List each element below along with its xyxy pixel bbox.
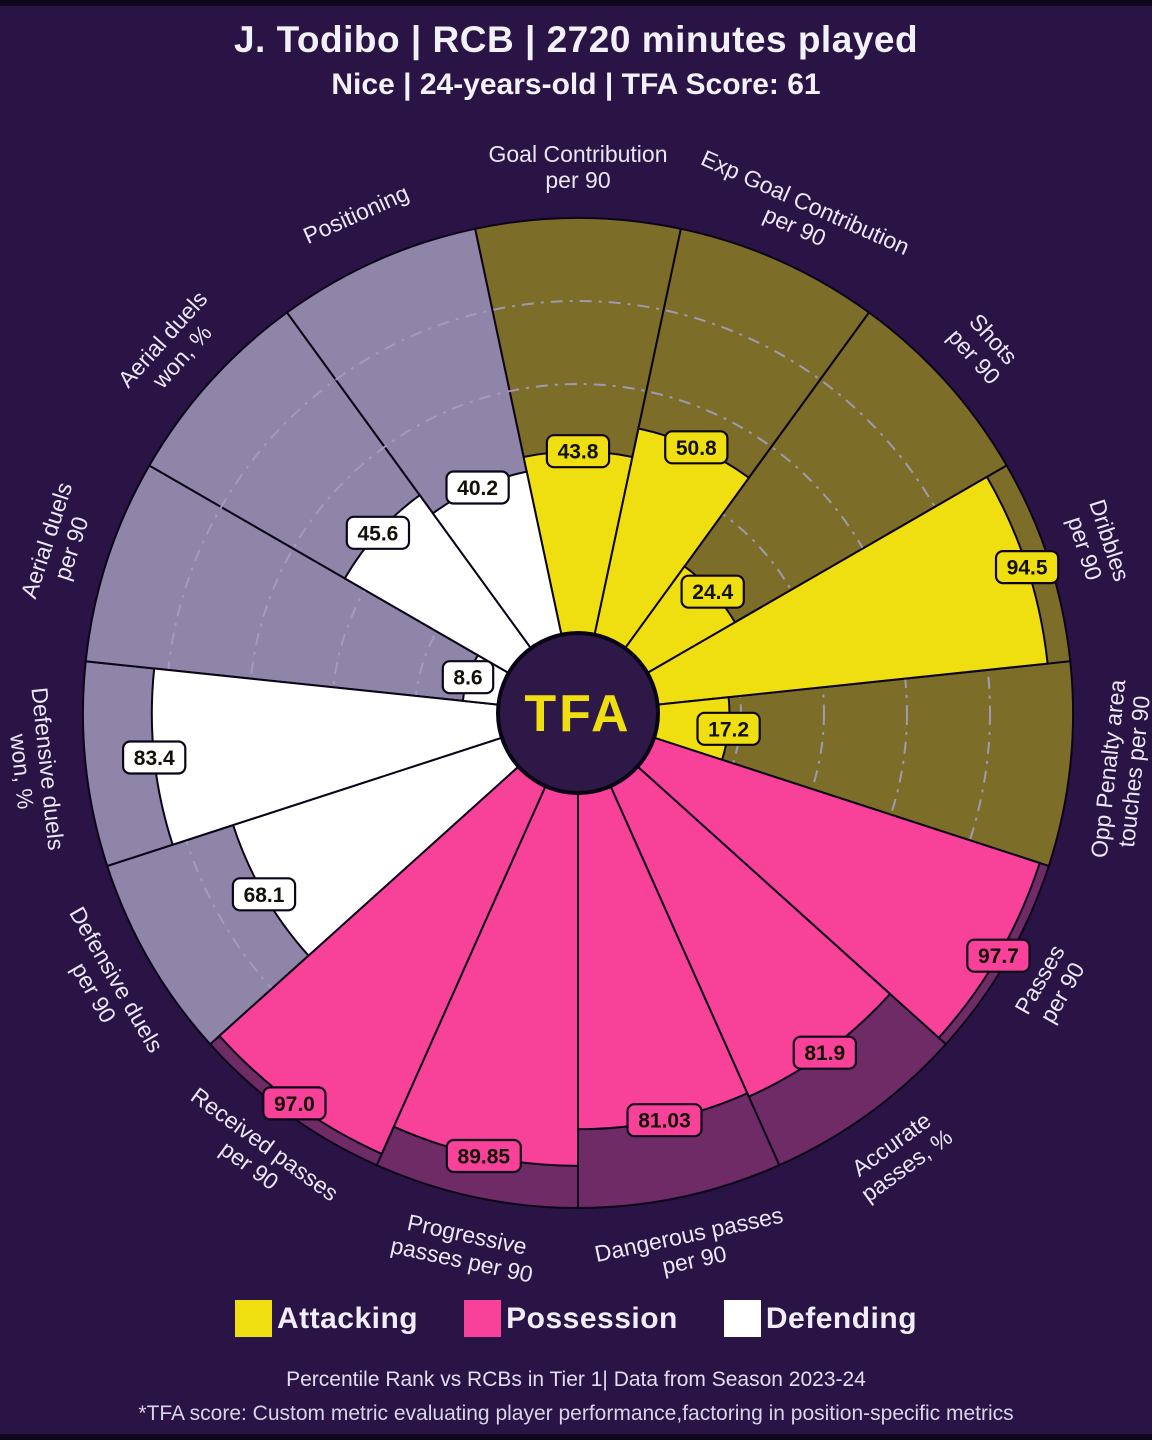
value-label-shots-per-90: 24.4 bbox=[680, 574, 745, 609]
legend-item-possession: Possession bbox=[464, 1300, 678, 1337]
defending-swatch-icon bbox=[723, 1300, 761, 1337]
svg-text:83.4: 83.4 bbox=[134, 747, 175, 770]
legend-label-attacking: Attacking bbox=[276, 1301, 419, 1335]
svg-text:Opp Penalty areatouches per 90: Opp Penalty areatouches per 90 bbox=[1086, 678, 1152, 862]
svg-text:97.7: 97.7 bbox=[978, 945, 1019, 968]
value-label-aerial-duels-per-90: 8.6 bbox=[441, 660, 495, 695]
svg-text:68.1: 68.1 bbox=[244, 884, 285, 907]
chart-legend: Attacking Possession Defending bbox=[0, 1300, 1152, 1337]
svg-text:Progressivepasses per 90: Progressivepasses per 90 bbox=[388, 1207, 540, 1288]
bottom-edge-strip bbox=[0, 1434, 1152, 1440]
data-context-line: Percentile Rank vs RCBs in Tier 1| Data … bbox=[286, 1368, 866, 1391]
svg-text:8.6: 8.6 bbox=[453, 667, 482, 690]
attacking-swatch-icon bbox=[234, 1300, 272, 1337]
svg-text:Positioning: Positioning bbox=[299, 179, 412, 249]
svg-text:Goal Contributionper 90: Goal Contribution per 90 bbox=[489, 141, 668, 193]
value-label-progressive-passes-per-90: 89.85 bbox=[445, 1138, 522, 1174]
tfa-logo: TFA bbox=[524, 685, 631, 743]
top-edge-strip bbox=[0, 0, 1152, 6]
value-label-passes-per-90: 97.7 bbox=[966, 938, 1031, 973]
category-label-shots-per-90: Shotsper 90 bbox=[943, 306, 1025, 389]
svg-text:89.85: 89.85 bbox=[458, 1146, 511, 1169]
svg-text:81.03: 81.03 bbox=[638, 1110, 691, 1133]
page-title: J. Todibo | RCB | 2720 minutes played bbox=[233, 19, 919, 60]
category-label-dangerous-passes-per-90: Dangerous passesper 90 bbox=[592, 1202, 790, 1293]
svg-text:45.6: 45.6 bbox=[357, 522, 398, 545]
svg-text:81.9: 81.9 bbox=[804, 1042, 845, 1065]
category-label-goal-contribution-per-90: Goal Contribution per 90 bbox=[489, 141, 668, 193]
value-label-aerial-duels-won: 45.6 bbox=[345, 515, 411, 550]
value-label-accurate-passes: 81.9 bbox=[792, 1035, 857, 1070]
value-label-goal-contribution-per-90: 43.8 bbox=[545, 434, 611, 469]
svg-text:94.5: 94.5 bbox=[1007, 557, 1048, 580]
legend-label-possession: Possession bbox=[506, 1301, 678, 1335]
possession-swatch-icon bbox=[464, 1300, 502, 1337]
value-label-defensive-duels-won: 83.4 bbox=[121, 740, 187, 775]
legend-label-defending: Defending bbox=[765, 1301, 918, 1335]
value-label-dribbles-per-90: 94.5 bbox=[994, 549, 1060, 585]
svg-text:24.4: 24.4 bbox=[692, 581, 733, 604]
value-label-dangerous-passes-per-90: 81.03 bbox=[626, 1103, 703, 1138]
legend-item-attacking: Attacking bbox=[234, 1300, 419, 1337]
value-boxes: 43.8 50.8 24.4 94.5 17.2 97.7 81.9 81.03 89.85 97… bbox=[121, 430, 1060, 1174]
category-label-defensive-duels-won: Defensive duelswon, % bbox=[1, 686, 70, 854]
value-label-opp-penalty-area-touches-per-90: 17.2 bbox=[696, 711, 761, 746]
center-circle bbox=[496, 631, 660, 795]
value-label-defensive-duels-per-90: 68.1 bbox=[231, 877, 297, 912]
svg-text:Shotsper 90: Shotsper 90 bbox=[943, 306, 1025, 389]
svg-text:43.8: 43.8 bbox=[558, 441, 599, 464]
category-label-opp-penalty-area-touches-per-90: Opp Penalty areatouches per 90 bbox=[1086, 678, 1152, 862]
svg-text:50.8: 50.8 bbox=[676, 437, 717, 460]
category-label-progressive-passes-per-90: Progressivepasses per 90 bbox=[388, 1207, 540, 1288]
value-label-positioning: 40.2 bbox=[445, 470, 510, 505]
svg-text:40.2: 40.2 bbox=[457, 477, 498, 500]
value-label-received-passes-per-90: 97.0 bbox=[262, 1086, 327, 1121]
page-subtitle: Nice | 24-years-old | TFA Score: 61 bbox=[331, 68, 821, 102]
svg-text:Defensive duelswon, %: Defensive duelswon, % bbox=[1, 686, 70, 854]
tfa-score-footnote: *TFA score: Custom metric evaluating pla… bbox=[138, 1402, 1014, 1425]
svg-text:Aerial duelsper 90: Aerial duelsper 90 bbox=[15, 479, 102, 609]
legend-item-defending: Defending bbox=[723, 1300, 918, 1337]
category-label-aerial-duels-per-90: Aerial duelsper 90 bbox=[15, 479, 102, 609]
category-label-dribbles-per-90: Dribblesper 90 bbox=[1060, 496, 1136, 592]
header: J. Todibo | RCB | 2720 minutes played Ni… bbox=[0, 18, 1152, 102]
grid-ring-60 bbox=[248, 383, 908, 1043]
value-label-exp-goal-contribution-per-90: 50.8 bbox=[664, 430, 729, 465]
svg-text:17.2: 17.2 bbox=[708, 718, 749, 741]
category-label-positioning: Positioning bbox=[299, 179, 412, 249]
svg-text:97.0: 97.0 bbox=[274, 1093, 315, 1116]
svg-text:Dribblesper 90: Dribblesper 90 bbox=[1060, 496, 1136, 592]
svg-text:Dangerous passesper 90: Dangerous passesper 90 bbox=[592, 1202, 790, 1293]
